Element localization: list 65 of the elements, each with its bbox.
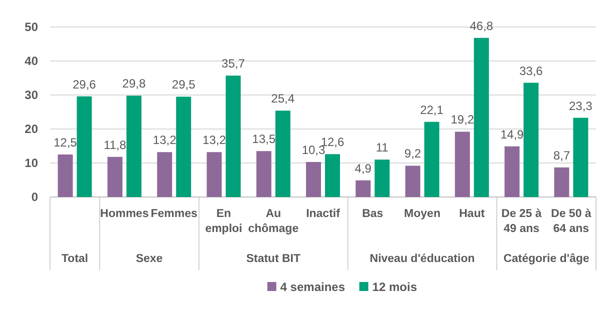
x-tick-label: Moyen [404,208,440,220]
data-label: 46,8 [470,18,494,33]
bar [206,152,222,197]
data-label: 12,5 [54,136,78,150]
data-label: 29,6 [72,77,96,92]
x-tick-label: Hommes [100,208,149,220]
y-tick-label: 20 [24,122,38,136]
data-label: 9,2 [404,146,422,161]
bar [374,160,390,197]
x-tick-label: De 25 à 49 ans [501,208,542,235]
data-label: 11,8 [104,138,127,152]
data-label: 11 [376,140,389,155]
x-tick-label: Bas [362,208,384,220]
data-label: 4,9 [354,161,372,176]
bar [554,167,570,197]
bar [424,122,440,197]
bar [76,96,92,197]
text: Statut BIT [246,253,301,265]
y-tick-label: 50 [24,20,38,34]
bar [256,151,272,197]
bar [325,154,340,197]
bar [356,180,371,197]
data-label: 25,4 [271,92,295,106]
text: Niveau d'éducation [370,253,475,265]
y-tick-label: 0 [31,190,38,204]
bar [157,152,172,197]
bar [275,110,290,197]
y-tick-label: 30 [24,88,38,102]
bar [524,82,539,197]
x-tick-label: Au chômage [248,208,299,235]
legend-label: 4 semaines [280,280,346,294]
bar [454,132,470,197]
bar [474,38,489,197]
x-tick-label: De 50 à 64 ans [551,208,592,235]
data-label: 29,5 [172,78,196,92]
data-label: 13,5 [252,132,276,146]
data-label: 33,6 [519,64,544,78]
x-tick-label: En emploi [205,208,242,235]
data-label: 13,2 [152,133,177,148]
data-label: 8,7 [553,148,570,162]
bar [405,166,420,197]
bar [504,146,520,197]
bar [107,156,122,197]
text: Total [62,253,88,265]
text: Sexe [136,253,163,265]
bar [226,76,241,197]
data-label: 22,1 [420,102,444,117]
bar [306,162,321,197]
data-label: 13,2 [202,133,226,148]
x-tick-label: Femmes [150,208,198,220]
data-label: 35,7 [222,56,246,71]
text: Catégorie d'âge [503,253,590,265]
y-tick-label: 10 [24,156,38,170]
bar [176,96,192,197]
data-label: 29,8 [122,76,146,91]
data-label: 19,2 [450,112,474,127]
x-tick-label: Haut [459,208,485,220]
bar [573,118,588,197]
bar [58,154,73,197]
data-label: 14,9 [500,127,524,142]
x-tick-label: Inactif [306,208,340,220]
y-tick-label: 40 [24,54,38,68]
legend-label: 12 mois [372,280,418,294]
data-label: 23,3 [569,98,593,113]
bar [126,96,142,197]
